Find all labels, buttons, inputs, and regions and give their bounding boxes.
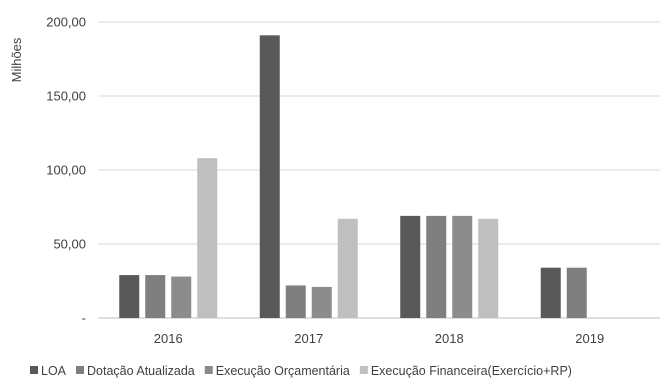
y-tick-label: 200,00 xyxy=(46,15,86,30)
bar-2018-4 xyxy=(478,219,498,318)
bar-2016-2 xyxy=(145,275,165,318)
bars xyxy=(119,35,587,318)
bar-2019-2 xyxy=(567,268,587,318)
bar-2019-1 xyxy=(541,268,561,318)
y-axis-label: Milhões xyxy=(9,37,24,82)
legend-swatch xyxy=(360,366,368,374)
bar-2017-2 xyxy=(286,285,306,318)
legend: LOA Dotação Atualizada Execução Orçamentár… xyxy=(30,364,572,378)
legend-label: Dotação Atualizada xyxy=(87,364,195,378)
legend-label: Execução Orçamentária xyxy=(216,364,350,378)
x-tick-label: 2019 xyxy=(575,331,604,346)
legend-swatch xyxy=(76,366,84,374)
bar-2018-1 xyxy=(400,216,420,318)
bar-2018-3 xyxy=(452,216,472,318)
bar-2016-3 xyxy=(171,277,191,318)
legend-label: LOA xyxy=(41,364,67,378)
legend-label: Execução Financeira(Exercício+RP) xyxy=(371,364,572,378)
y-tick-label: 50,00 xyxy=(53,237,86,252)
bar-2018-2 xyxy=(426,216,446,318)
y-tick-label: 150,00 xyxy=(46,89,86,104)
x-tick-label: 2016 xyxy=(154,331,183,346)
y-tick-label: 100,00 xyxy=(46,163,86,178)
bar-2017-3 xyxy=(312,287,332,318)
legend-swatch xyxy=(205,366,213,374)
bar-2017-4 xyxy=(338,219,358,318)
legend-swatch xyxy=(30,366,38,374)
x-tick-label: 2017 xyxy=(294,331,323,346)
y-tick-label: - xyxy=(82,311,86,326)
bar-2016-4 xyxy=(197,158,217,318)
bar-2017-1 xyxy=(260,35,280,318)
bar-2016-1 xyxy=(119,275,139,318)
x-tick-label: 2018 xyxy=(435,331,464,346)
